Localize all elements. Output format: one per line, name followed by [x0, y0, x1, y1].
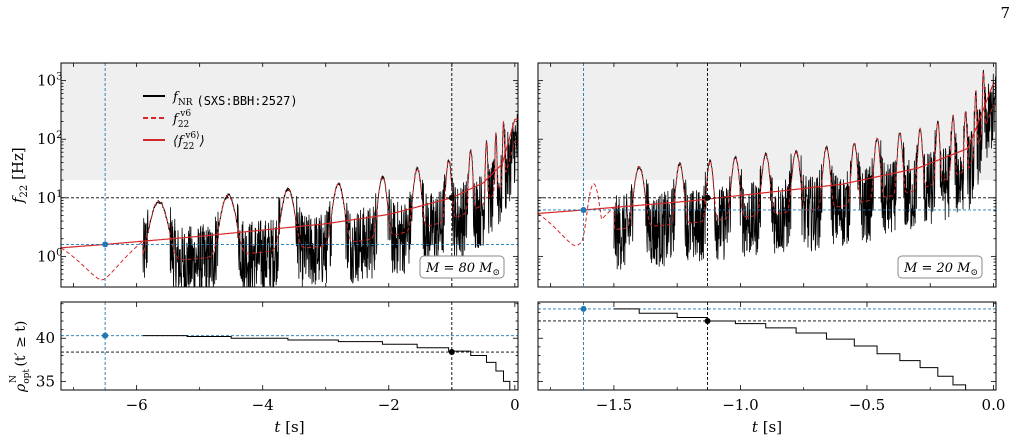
- plot-area: [61, 63, 518, 287]
- y-tick-label: 103: [37, 72, 62, 90]
- x-axis-label-var: t: [752, 418, 759, 436]
- y-tick-label-exponent: 1: [56, 189, 62, 200]
- y-tick-label: 102: [37, 130, 62, 148]
- y-tick-label-exponent: 2: [56, 130, 62, 141]
- y-axis-label: ρoptN (t′ ≥ t): [9, 321, 32, 393]
- snr-step-line: [142, 335, 511, 390]
- x-tick-label: 0.0: [982, 396, 1006, 414]
- x-tick-label: −4: [252, 396, 274, 414]
- y-tick-label: 100: [37, 247, 62, 265]
- y-axis-label-sup: N: [9, 375, 19, 383]
- v6-frequency-dashed-line: [61, 121, 518, 281]
- legend-entry-label: f22v6: [172, 109, 191, 130]
- axes-frame: [537, 301, 997, 391]
- page-number: 7: [1000, 4, 1010, 22]
- legend-entry-label: ⟨f22v6⟩⟩: [173, 131, 205, 152]
- shaded-region: [538, 63, 996, 181]
- y-tick-label: 35: [36, 372, 55, 390]
- black-marker-point: [448, 194, 455, 201]
- y-tick-label-exponent: 3: [56, 72, 62, 83]
- x-axis-label-unit: [s]: [280, 418, 304, 436]
- mean-v6-frequency-line: [538, 82, 996, 215]
- axes-frame: [60, 301, 519, 391]
- v6-frequency-dashed-line: [538, 71, 996, 247]
- y-axis-label-sub: 22: [19, 185, 30, 198]
- y-axis-label-arg: (t′ ≥ t): [13, 321, 29, 371]
- legend-label-close: ⟩: [199, 134, 205, 149]
- nr-frequency-line: [142, 113, 518, 287]
- plot-area: [61, 302, 518, 390]
- x-axis-label: t [s]: [752, 418, 782, 436]
- mass-annotation: M = 80 M⊙: [425, 261, 500, 278]
- y-tick-label-exponent: 0: [56, 247, 62, 258]
- blue-marker-point: [102, 241, 109, 248]
- y-axis-label: f22 [Hz]: [9, 147, 30, 204]
- mean-v6-frequency-line: [61, 118, 518, 249]
- mass-annotation-box: [897, 255, 983, 279]
- blue-marker-point: [580, 305, 587, 312]
- axes-frame: [60, 62, 519, 288]
- plot-area: [538, 302, 996, 390]
- axes-frame: [537, 62, 997, 288]
- nr-frequency-line: [613, 69, 996, 270]
- legend-code: (SXS:BBH:2527): [196, 94, 297, 108]
- blue-marker-point: [580, 206, 587, 213]
- x-tick-label: −1.5: [596, 396, 632, 414]
- x-tick-label: −6: [126, 396, 148, 414]
- black-marker-point: [448, 349, 455, 356]
- bottom-panel-1: −6 −4 −2 0 35 40 t [s] ρoptN (t′ ≥ t): [9, 301, 520, 436]
- x-tick-label: −2: [378, 396, 400, 414]
- blue-marker-point: [102, 332, 109, 339]
- x-axis-label-var: t: [274, 418, 281, 436]
- plot-area: [538, 63, 996, 287]
- mass-annotation-sub: ⊙: [970, 268, 978, 278]
- mass-annotation-box: [419, 255, 505, 279]
- x-axis-label: t [s]: [274, 418, 304, 436]
- legend-entry-label: fNR (SXS:BBH:2527): [172, 90, 298, 108]
- y-axis-label-symbol: ρ: [13, 383, 29, 393]
- y-axis-label-unit: [Hz]: [9, 147, 27, 184]
- x-tick-label: −0.5: [849, 396, 885, 414]
- legend-label-sup: v6: [179, 109, 191, 119]
- mass-annotation: M = 20 M⊙: [903, 261, 978, 278]
- legend-label-sub: 22: [178, 120, 189, 130]
- legend-label-sup: v6⟩: [184, 131, 199, 141]
- y-tick-label: 40: [36, 329, 55, 347]
- y-axis-label-sub: opt: [22, 369, 32, 384]
- mass-annotation-sub: ⊙: [492, 268, 500, 278]
- shaded-region: [61, 63, 518, 181]
- snr-step-line: [613, 308, 967, 390]
- x-tick-label: 0: [510, 396, 520, 414]
- black-marker-point: [704, 194, 711, 201]
- bottom-panel-2: −1.5 −1.0 −0.5 0.0 t [s]: [537, 301, 1006, 436]
- legend-label-sub: NR: [178, 98, 193, 108]
- legend-label-sub: 22: [183, 142, 194, 152]
- top-panel-2: M = 20 M⊙: [537, 62, 997, 288]
- x-axis-label-unit: [s]: [758, 418, 782, 436]
- y-tick-label: 101: [37, 189, 62, 207]
- black-marker-point: [704, 317, 711, 324]
- x-tick-label: −1.0: [722, 396, 758, 414]
